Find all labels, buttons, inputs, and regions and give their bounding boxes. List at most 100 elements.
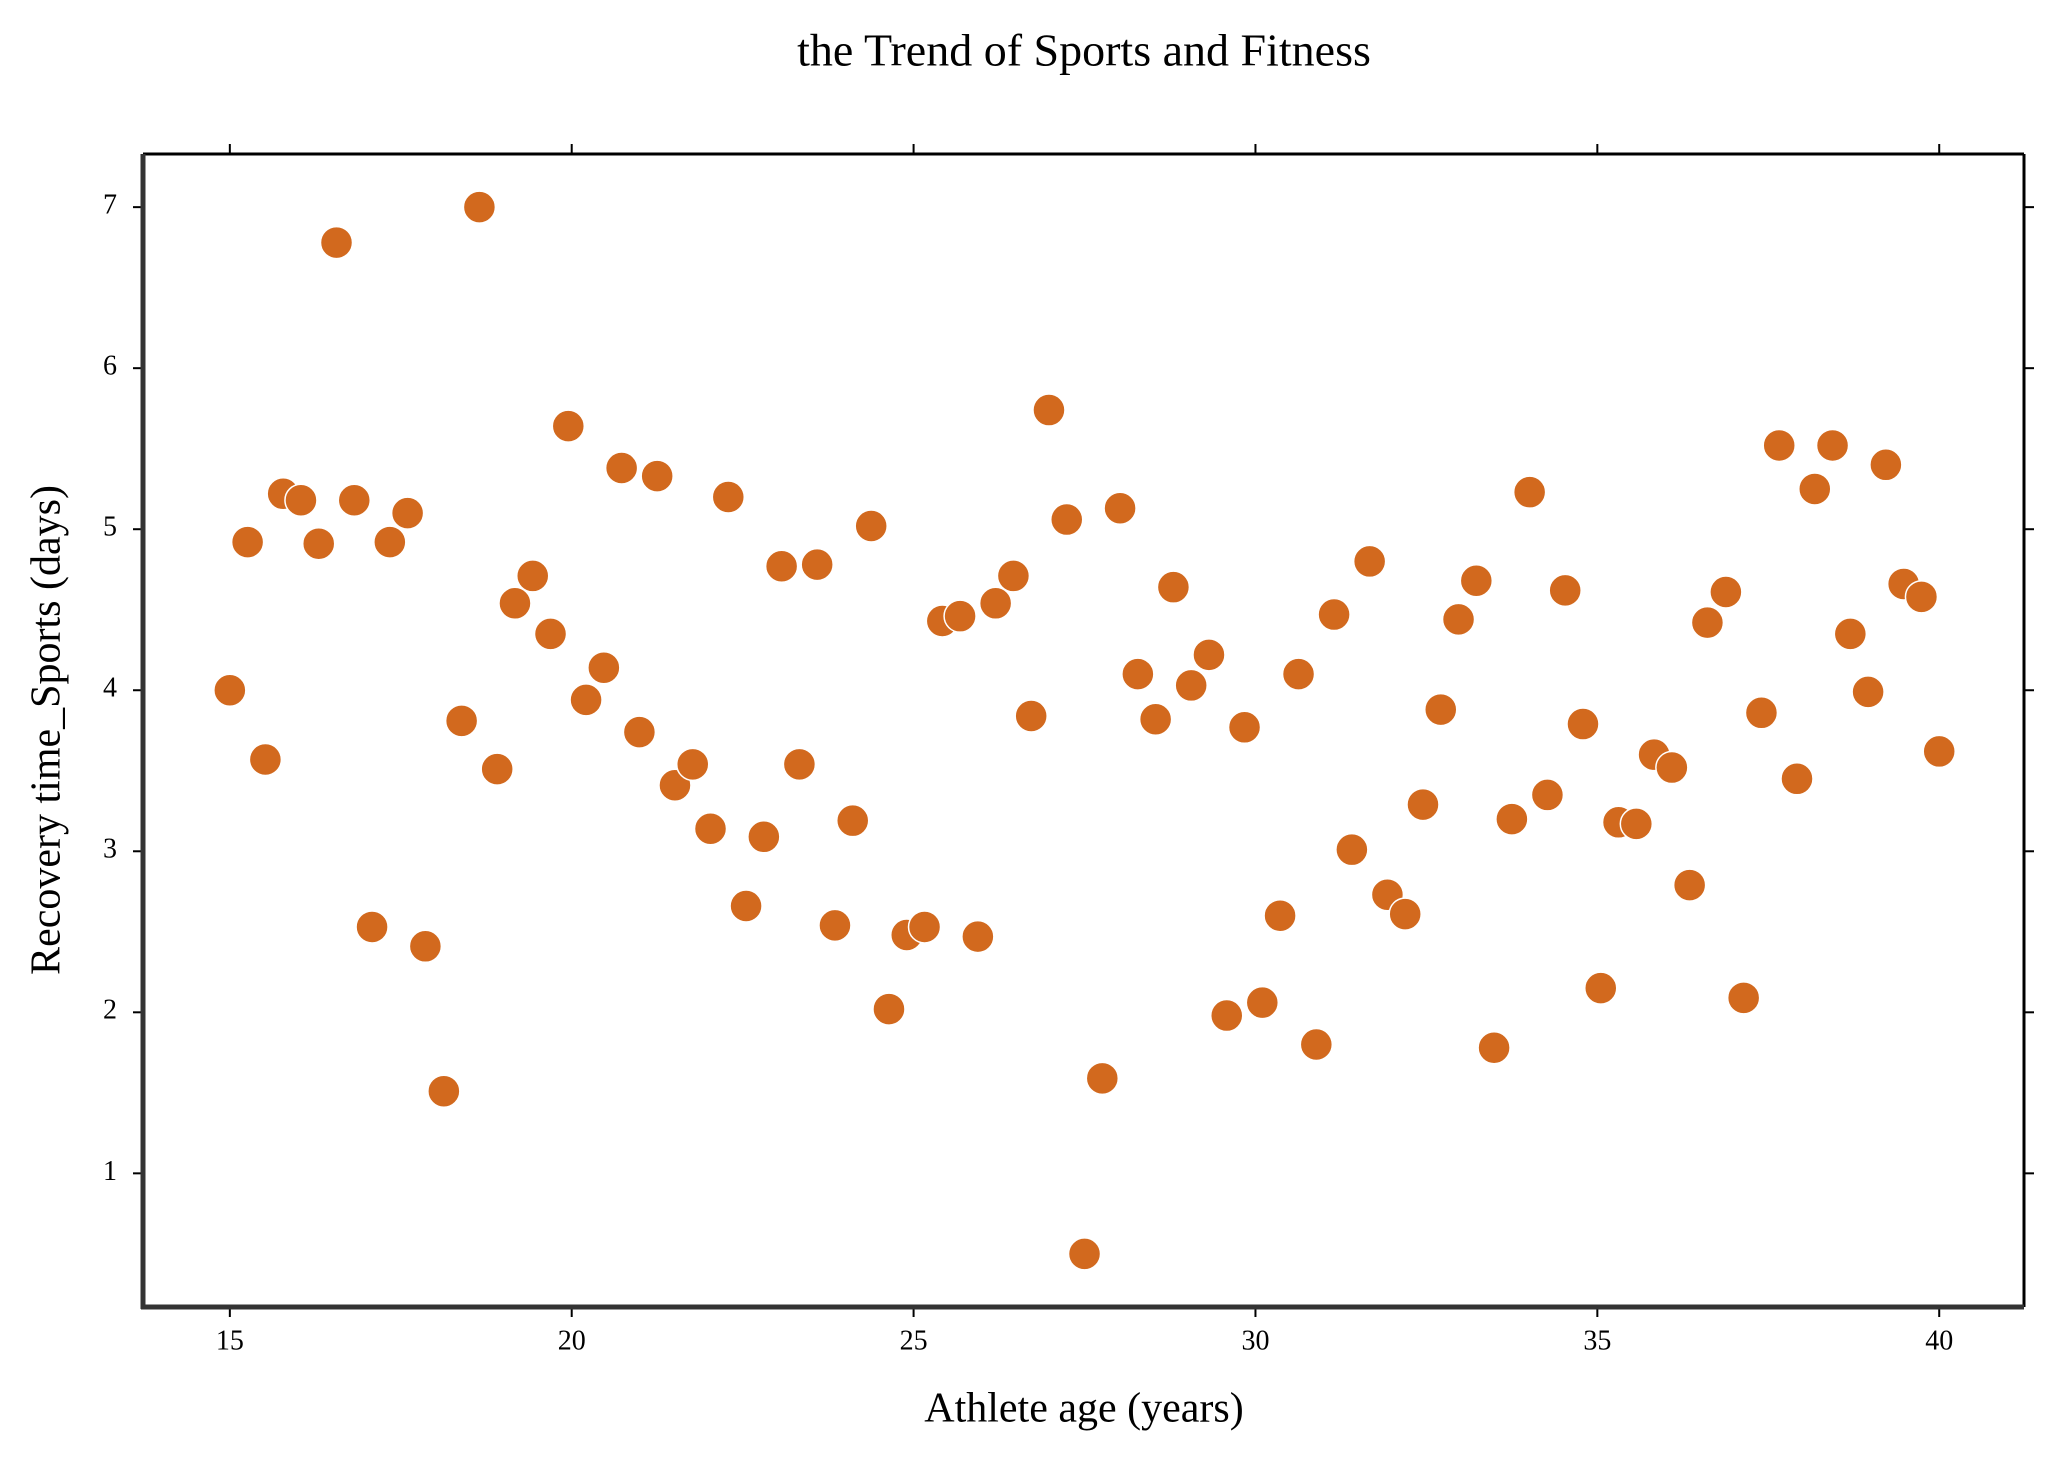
scatter-point bbox=[1477, 1030, 1511, 1065]
y-tick-label: 2 bbox=[103, 995, 117, 1026]
scatter-point bbox=[1584, 971, 1618, 1005]
scatter-point bbox=[1851, 675, 1885, 709]
scatter-point bbox=[248, 742, 283, 777]
scatter-point bbox=[1459, 563, 1494, 598]
scatter-point bbox=[1067, 1237, 1102, 1271]
scatter-point bbox=[408, 929, 443, 964]
scatter-point bbox=[1904, 580, 1939, 614]
scatter-point bbox=[1335, 832, 1369, 867]
scatter-point bbox=[693, 811, 728, 846]
scatter-point bbox=[515, 559, 550, 593]
x-tick-label: 25 bbox=[900, 1325, 928, 1356]
scatter-point bbox=[711, 480, 746, 514]
scatter-point bbox=[1174, 668, 1208, 703]
scatter-point bbox=[800, 547, 834, 582]
scatter-point bbox=[1299, 1027, 1334, 1062]
scatter-point bbox=[1352, 544, 1387, 579]
scatter-point bbox=[1424, 692, 1458, 727]
scatter-point bbox=[1833, 617, 1868, 651]
scatter-point bbox=[1192, 638, 1226, 672]
scatter-point bbox=[1281, 657, 1316, 691]
scatter-point bbox=[373, 525, 407, 559]
scatter-point bbox=[764, 549, 799, 583]
x-tick-label: 30 bbox=[1241, 1325, 1269, 1356]
scatter-point bbox=[1726, 981, 1761, 1015]
scatter-point bbox=[213, 673, 247, 707]
scatter-point bbox=[1548, 573, 1582, 608]
scatter-point bbox=[1922, 734, 1956, 769]
scatter-point bbox=[604, 451, 639, 485]
scatter-point bbox=[462, 190, 497, 224]
scatter-point bbox=[1388, 897, 1422, 931]
scatter-point bbox=[1512, 475, 1547, 509]
scatter-point bbox=[390, 496, 425, 530]
scatter-point bbox=[854, 509, 888, 543]
scatter-point bbox=[978, 586, 1013, 621]
scatter-point bbox=[1085, 1061, 1120, 1096]
y-tick-label: 4 bbox=[103, 673, 117, 704]
scatter-point bbox=[569, 683, 603, 717]
scatter-point bbox=[961, 919, 995, 954]
x-tick-label: 40 bbox=[1925, 1325, 1953, 1356]
x-tick-label: 15 bbox=[216, 1325, 244, 1356]
scatter-point bbox=[1103, 491, 1137, 526]
scatter-point bbox=[1156, 570, 1191, 604]
scatter-point bbox=[1762, 428, 1796, 463]
scatter-point bbox=[1441, 602, 1476, 637]
scatter-point bbox=[1495, 802, 1529, 836]
scatter-point bbox=[319, 225, 354, 260]
x-tick-label: 35 bbox=[1583, 1325, 1611, 1356]
scatter-point bbox=[1566, 707, 1600, 741]
scatter-point bbox=[675, 747, 710, 782]
scatter-point bbox=[551, 409, 586, 443]
scatter-point bbox=[1209, 998, 1244, 1033]
scatter-point bbox=[835, 803, 870, 838]
scatter-point bbox=[355, 910, 389, 944]
scatter-point bbox=[1672, 868, 1707, 902]
scatter-point bbox=[1317, 597, 1351, 632]
y-tick-label: 5 bbox=[103, 512, 117, 543]
scatter-point bbox=[1227, 710, 1262, 745]
scatter-point bbox=[872, 992, 906, 1026]
scatter-point bbox=[747, 820, 781, 854]
scatter-point bbox=[640, 459, 674, 493]
scatter-point bbox=[1530, 778, 1565, 812]
scatter-point bbox=[818, 908, 852, 943]
scatter-point bbox=[1798, 472, 1832, 506]
x-axis-label: Athlete age (years) bbox=[924, 1386, 1244, 1432]
scatter-point bbox=[284, 483, 318, 517]
scatter-point bbox=[1049, 502, 1084, 537]
scatter-point bbox=[337, 483, 372, 517]
scatter-point bbox=[1138, 702, 1173, 736]
scatter-point bbox=[498, 586, 532, 621]
x-tick-label: 20 bbox=[558, 1325, 586, 1356]
scatter-point bbox=[782, 747, 817, 782]
scatter-point bbox=[480, 752, 514, 786]
scatter-point bbox=[1709, 575, 1743, 609]
scatter-point bbox=[1815, 428, 1850, 463]
scatter-point bbox=[1744, 696, 1779, 730]
scatter-point bbox=[907, 910, 942, 944]
scatter-point bbox=[1690, 605, 1725, 640]
y-tick-label: 7 bbox=[103, 190, 117, 221]
scatter-point bbox=[1121, 657, 1155, 691]
scatter-point bbox=[943, 599, 977, 633]
y-axis-label: Recovery time_Sports (days) bbox=[24, 485, 70, 975]
chart-title: the Trend of Sports and Fitness bbox=[797, 25, 1371, 76]
scatter-point bbox=[729, 889, 763, 923]
scatter-point bbox=[1245, 985, 1280, 1020]
scatter-point bbox=[1869, 448, 1903, 482]
scatter-point bbox=[533, 617, 568, 651]
scatter-point bbox=[622, 715, 657, 749]
y-tick-label: 3 bbox=[103, 834, 117, 865]
scatter-point bbox=[444, 704, 479, 738]
scatter-point bbox=[1619, 807, 1654, 841]
scatter-point bbox=[230, 525, 265, 559]
scatter-point bbox=[1032, 393, 1066, 427]
scatter-point bbox=[587, 650, 621, 685]
scatter-point bbox=[996, 559, 1031, 593]
scatter-point bbox=[1014, 699, 1048, 733]
scatter-point bbox=[1655, 750, 1689, 785]
scatter-point bbox=[427, 1074, 461, 1108]
